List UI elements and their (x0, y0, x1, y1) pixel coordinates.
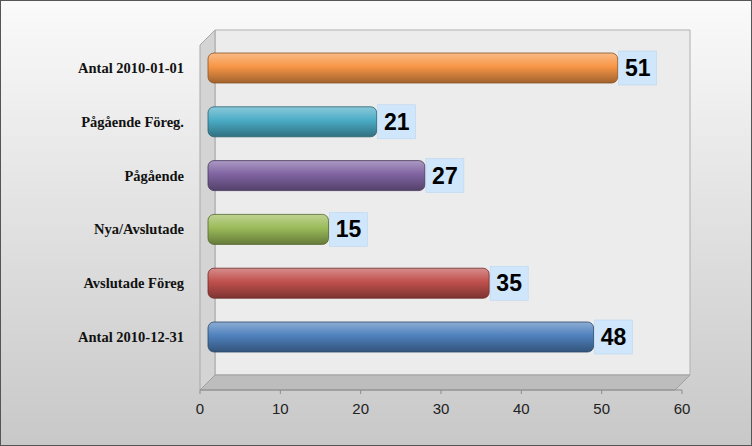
bar (208, 214, 329, 244)
x-tick-label: 30 (433, 400, 450, 417)
chart-svg: 0 10 20 30 40 50 60 51 21 27 15 35 48 Antal 2010-01-0… (0, 0, 752, 446)
labels: 51 21 27 15 35 48 (330, 51, 657, 354)
data-label-box (619, 51, 657, 85)
bar (208, 107, 377, 137)
data-label-box (490, 266, 528, 300)
category-label: Antal 2010-01-01 (78, 60, 184, 76)
x-tick-label: 60 (674, 400, 691, 417)
bar (208, 322, 594, 352)
data-label: 27 (432, 163, 458, 189)
x-tick-label: 50 (593, 400, 610, 417)
bar (208, 161, 425, 191)
chart-container: 0 10 20 30 40 50 60 51 21 27 15 35 48 Antal 2010-01-0… (0, 0, 752, 446)
x-tick (521, 390, 522, 394)
category-label: Avslutade Föreg (83, 275, 184, 291)
x-tick (441, 390, 442, 394)
x-tick (200, 390, 201, 394)
category-label: Antal 2010-12-31 (78, 329, 184, 345)
x-tick (601, 390, 602, 394)
x-tick-label: 20 (352, 400, 369, 417)
data-label: 48 (601, 324, 627, 350)
data-label-box (330, 212, 368, 246)
x-tick-label: 10 (272, 400, 289, 417)
x-tick-label: 0 (196, 400, 204, 417)
data-label: 21 (384, 109, 410, 135)
background (1, 1, 752, 446)
x-tick-label: 40 (513, 400, 530, 417)
data-label-box (426, 159, 464, 193)
bar (208, 268, 489, 298)
x-tick (280, 390, 281, 394)
data-label-box (378, 105, 416, 139)
x-tick (682, 390, 683, 394)
data-label-box (595, 320, 633, 354)
category-label: Pågående Föreg. (81, 114, 184, 130)
bars (208, 53, 618, 352)
category-label: Pågående (124, 168, 184, 184)
data-label: 51 (625, 55, 651, 81)
bar (208, 53, 618, 83)
data-label: 35 (496, 270, 522, 296)
floor (200, 375, 690, 390)
category-label: Nya/Avslutade (94, 221, 185, 237)
data-label: 15 (336, 216, 362, 242)
x-tick (360, 390, 361, 394)
